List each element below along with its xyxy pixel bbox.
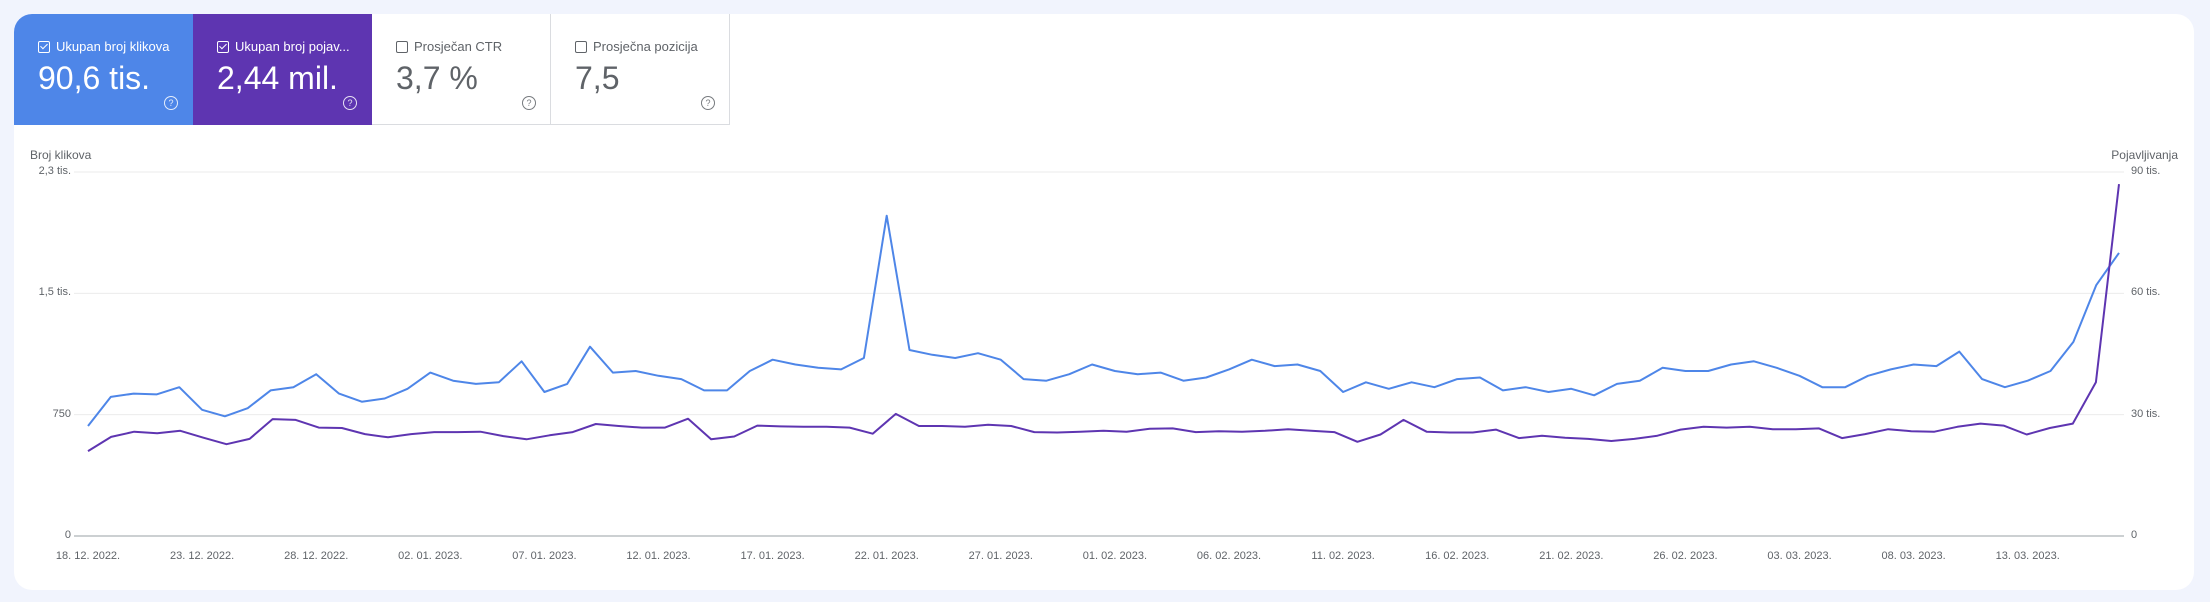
metric-label-impressions: Ukupan broj pojav... — [235, 39, 350, 54]
y-right-tick-label: 30 tis. — [2131, 407, 2161, 420]
checkbox-icon[interactable] — [575, 40, 587, 53]
y-left-tick-label: 2,3 tis. — [38, 165, 71, 177]
help-icon[interactable]: ? — [522, 96, 536, 110]
checkbox-icon[interactable] — [217, 40, 229, 53]
metric-value-position: 7,5 — [575, 60, 620, 96]
x-tick-label: 27. 01. 2023. — [968, 550, 1033, 562]
metric-tile-position[interactable]: Prosječna pozicija 7,5 ? — [551, 14, 730, 125]
metric-label-row: Prosječan CTR — [396, 39, 502, 54]
x-tick-label: 12. 01. 2023. — [626, 550, 691, 562]
x-tick-label: 08. 03. 2023. — [1881, 550, 1946, 562]
y-left-tick-label: 1,5 tis. — [38, 286, 71, 299]
help-icon[interactable]: ? — [343, 96, 357, 110]
y-right-tick-label: 60 tis. — [2131, 286, 2161, 299]
x-tick-label: 21. 02. 2023. — [1539, 550, 1604, 562]
y-left-tick-label: 750 — [52, 407, 71, 420]
y-right-tick-label: 90 tis. — [2131, 165, 2161, 177]
series-line-clicks — [87, 214, 2120, 427]
metric-tile-impressions[interactable]: Ukupan broj pojav... 2,44 mil. ? — [193, 14, 372, 125]
x-tick-label: 22. 01. 2023. — [854, 550, 919, 562]
metric-label-row: Prosječna pozicija — [575, 39, 698, 54]
series-line-impressions — [87, 183, 2120, 452]
x-tick-label: 17. 01. 2023. — [740, 550, 805, 562]
x-tick-label: 13. 03. 2023. — [1995, 550, 2060, 562]
x-tick-label: 16. 02. 2023. — [1425, 550, 1490, 562]
x-tick-label: 01. 02. 2023. — [1082, 550, 1148, 562]
metric-tiles: Ukupan broj klikova 90,6 tis. ? Ukupan b… — [14, 14, 730, 125]
performance-card: Ukupan broj klikova 90,6 tis. ? Ukupan b… — [14, 14, 2194, 590]
checkbox-icon[interactable] — [38, 40, 50, 53]
metric-label-row: Ukupan broj pojav... — [217, 39, 350, 54]
y-right-tick-label: 0 — [2131, 529, 2138, 541]
x-tick-label: 02. 01. 2023. — [398, 550, 463, 562]
metric-tile-clicks[interactable]: Ukupan broj klikova 90,6 tis. ? — [14, 14, 193, 125]
x-tick-label: 07. 01. 2023. — [512, 550, 577, 562]
y-right-axis-title: Pojavljivanja — [2111, 148, 2178, 162]
metric-label-ctr: Prosječan CTR — [414, 39, 503, 54]
metric-label-row: Ukupan broj klikova — [38, 39, 169, 54]
help-icon[interactable]: ? — [164, 96, 178, 110]
x-tick-label: 23. 12. 2022. — [169, 550, 235, 562]
y-left-tick-label: 0 — [64, 529, 71, 541]
metric-label-position: Prosječna pozicija — [593, 39, 698, 54]
metric-value-clicks: 90,6 tis. — [38, 60, 151, 96]
x-tick-label: 11. 02. 2023. — [1311, 550, 1375, 562]
x-tick-label: 26. 02. 2023. — [1653, 550, 1718, 562]
x-tick-label: 03. 03. 2023. — [1767, 550, 1832, 562]
x-tick-label: 28. 12. 2022. — [284, 550, 349, 562]
metric-value-ctr: 3,7 % — [396, 60, 478, 96]
line-chart — [74, 171, 2124, 537]
metric-tile-ctr[interactable]: Prosječan CTR 3,7 % ? — [372, 14, 551, 125]
checkbox-icon[interactable] — [396, 40, 408, 53]
metric-label-clicks: Ukupan broj klikova — [56, 39, 170, 54]
help-icon[interactable]: ? — [701, 96, 715, 110]
y-left-axis-title: Broj klikova — [30, 148, 92, 162]
x-tick-label: 18. 12. 2022. — [55, 550, 121, 562]
x-tick-label: 06. 02. 2023. — [1196, 550, 1262, 562]
metric-value-impressions: 2,44 mil. — [217, 60, 338, 96]
